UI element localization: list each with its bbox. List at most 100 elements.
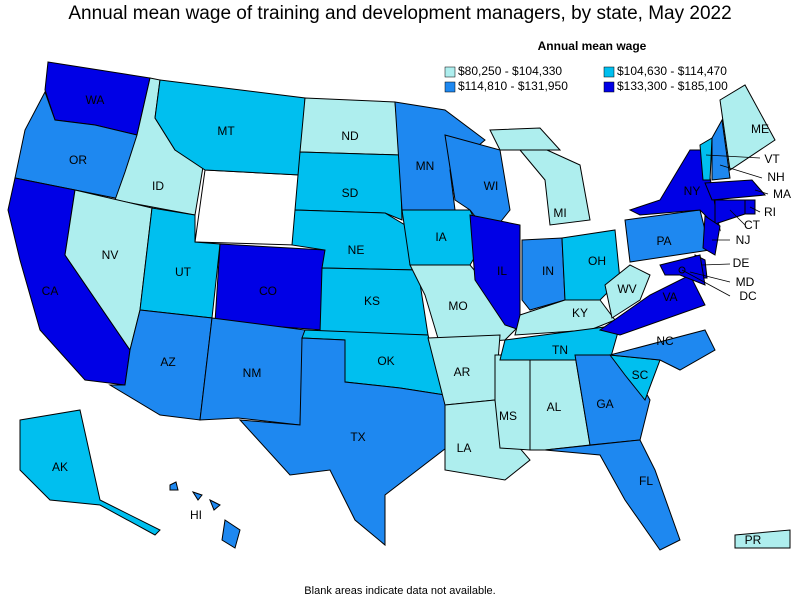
map-title: Annual mean wage of training and develop… [68, 3, 731, 24]
state-shape [604, 264, 651, 319]
state-shape [544, 439, 681, 551]
state-shape [19, 409, 161, 536]
state-shape [221, 519, 241, 549]
state: KS [319, 267, 429, 336]
state [702, 215, 721, 256]
state-label: OR [69, 153, 87, 167]
state-shape [711, 118, 731, 181]
state-label: KS [364, 294, 380, 308]
state-label: NY [684, 184, 701, 198]
state: AK [19, 409, 161, 536]
state: MS [494, 354, 531, 451]
state-label: NE [348, 243, 365, 257]
state: ND [299, 97, 401, 156]
state-label: RI [764, 205, 776, 219]
state-shape [469, 214, 521, 331]
state-shape [609, 329, 716, 371]
state: AR [427, 334, 501, 406]
state-label: MA [773, 187, 791, 201]
state-shape [489, 127, 562, 151]
state-label: AL [547, 400, 562, 414]
state-label: DE [733, 256, 750, 270]
state: LA [444, 399, 531, 481]
state-shape [209, 498, 221, 511]
state-shape [199, 317, 306, 426]
footnote: Blank areas indicate data not available. [304, 585, 495, 597]
state-label: GA [596, 397, 613, 411]
state-shape [734, 529, 791, 549]
state-label: OK [377, 354, 394, 368]
state-shape [294, 151, 403, 221]
state-label: WA [86, 93, 105, 107]
state-shape [699, 137, 713, 181]
state [699, 137, 713, 181]
state-label: MI [553, 206, 566, 220]
state-label: AK [52, 460, 68, 474]
state: IL [469, 214, 521, 331]
state-label: MN [416, 159, 435, 173]
state-label: AZ [160, 355, 175, 369]
state: HI [169, 481, 241, 549]
state-label: AR [454, 365, 471, 379]
state-label: LA [457, 441, 472, 455]
state-label: FL [639, 474, 653, 488]
state-label: UT [175, 265, 192, 279]
state: PR [734, 529, 791, 549]
legend: $80,250 - $104,330 $104,630 - $114,470 $11… [444, 64, 728, 93]
state-label: CO [259, 284, 277, 298]
state-label: IA [435, 230, 446, 244]
state-label: ME [751, 122, 769, 136]
state-shape [191, 491, 203, 501]
state-label: NJ [736, 233, 751, 247]
state-shape [714, 199, 746, 225]
state-shape [238, 337, 451, 547]
state-label: IN [542, 264, 554, 278]
state-label: OH [588, 254, 606, 268]
state-label: CA [42, 284, 59, 298]
state-label: NM [243, 366, 262, 380]
state-label: MO [448, 299, 467, 313]
state-label: VT NH MA RI CT NJ DE MD DC [733, 152, 791, 303]
state-shape [598, 274, 706, 336]
state-shape [299, 97, 401, 156]
state: TX [238, 337, 451, 547]
state [704, 179, 767, 201]
state-label: WV [617, 282, 636, 296]
state-label: PA [656, 234, 671, 248]
state-shape [704, 179, 767, 201]
state-label: IL [497, 264, 507, 278]
state [714, 199, 746, 225]
state-shape [169, 481, 179, 491]
legend-swatch [603, 66, 615, 78]
legend-label: $80,250 - $104,330 [458, 64, 562, 78]
state-label: TN [552, 343, 568, 357]
state: MO [409, 264, 521, 346]
state-label: MS [499, 409, 517, 423]
state-label: NH [767, 170, 784, 184]
state: NY [628, 149, 721, 232]
state-blank [194, 169, 301, 246]
state [711, 118, 731, 181]
legend-swatch [603, 81, 615, 93]
state: ME [719, 84, 776, 171]
legend-swatch [444, 81, 456, 93]
state: MI [489, 127, 591, 226]
legend-title: Annual mean wage [538, 39, 647, 53]
state-shape [521, 237, 566, 311]
state: IN [521, 237, 566, 311]
legend-label: $114,810 - $131,950 [458, 79, 568, 93]
state-shape [702, 215, 721, 256]
state-label: SC [632, 368, 649, 382]
legend-label: $133,300 - $185,100 [617, 79, 728, 93]
state: FL [544, 439, 681, 551]
state-label: DC [739, 289, 757, 303]
state-label: ID [152, 179, 164, 193]
state-label: TX [350, 430, 365, 444]
state-label: MD [736, 275, 755, 289]
state-label: ND [341, 129, 359, 143]
state-label: HI [190, 508, 202, 522]
state: KY [514, 299, 616, 336]
state-label: PR [745, 533, 762, 547]
state-shape [719, 84, 776, 171]
